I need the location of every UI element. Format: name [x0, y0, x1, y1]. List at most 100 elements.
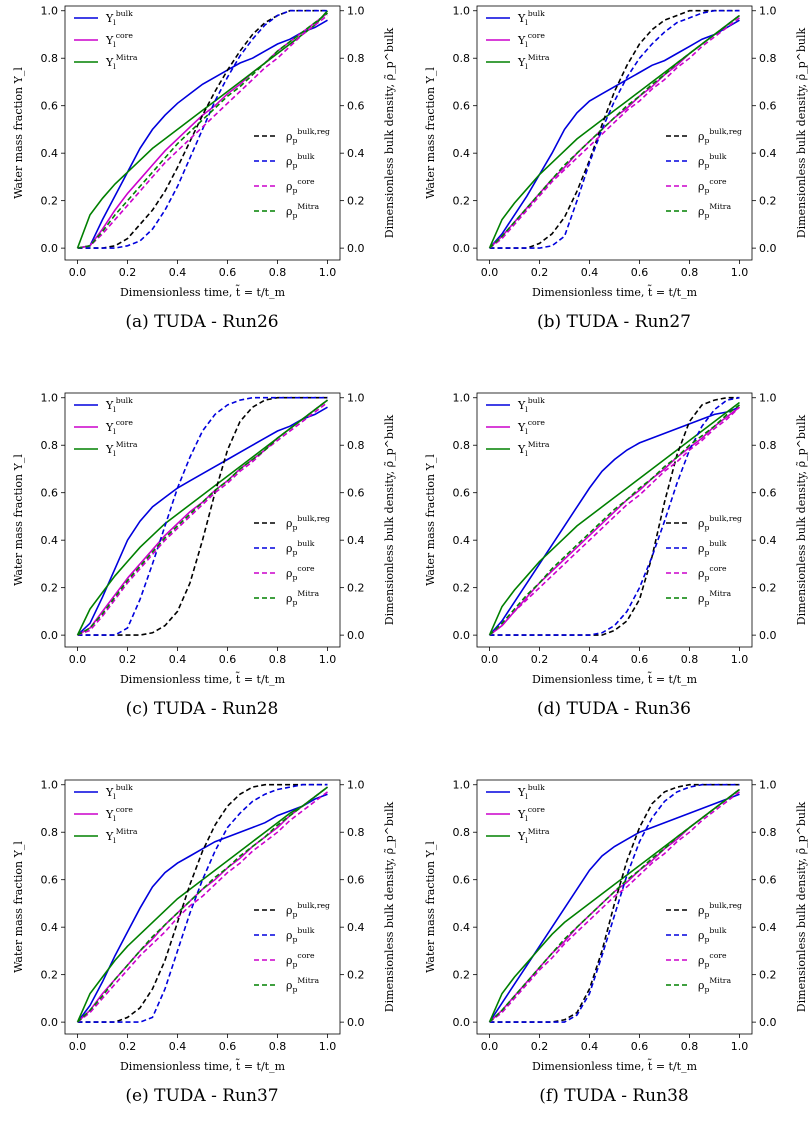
legend-left-label: Ylbulk: [105, 783, 133, 801]
y2-tick-label: 0.4: [759, 921, 777, 934]
plot-frame: [476, 5, 753, 261]
legend-left-label: YlMitra: [517, 53, 550, 71]
x-tick-label: 0.0: [481, 1040, 499, 1053]
legend-right-label: ρpcore: [698, 951, 727, 969]
x-tick-label: 1.0: [731, 653, 749, 666]
y-tick-label: 0.4: [453, 147, 471, 160]
y2-tick-label: 1.0: [759, 5, 777, 18]
y-tick-label: 0.6: [453, 100, 471, 113]
legend-left-label: Ylcore: [517, 31, 545, 49]
y2-tick-label: 0.4: [759, 534, 777, 547]
y-tick-label: 1.0: [453, 779, 471, 792]
legend-left-label: Ylcore: [105, 805, 133, 823]
x-tick-label: 1.0: [731, 1040, 749, 1053]
x-tick-label: 0.4: [169, 266, 187, 279]
series-line-y-l-mitra: [76, 10, 329, 249]
y-tick-label: 0.0: [453, 629, 471, 642]
series-line-p-core: [77, 14, 328, 249]
panel-caption: (b) TUDA - Run27: [536, 312, 691, 332]
x-tick-label: 0.2: [531, 1040, 549, 1053]
y-tick-label: 0.2: [453, 969, 471, 982]
x-tick-label: 0.8: [681, 266, 699, 279]
y-tick-label: 0.8: [41, 439, 59, 452]
series-line-p-bulk: [489, 783, 740, 1023]
x-axis-label: Dimensionless time, t̃ = t/t_m: [532, 285, 698, 299]
series-line-p-core: [77, 791, 328, 1023]
legend-left-label: Ylbulk: [517, 396, 545, 414]
y-axis-label: Water mass fraction Y_l: [12, 841, 25, 973]
x-tick-label: 0.2: [531, 653, 549, 666]
plot-frame: [64, 779, 341, 1035]
series-line-p-mitra: [77, 399, 328, 636]
y2-tick-label: 0.4: [347, 534, 365, 547]
chart-svg: 0.0 0.2 0.4 0.6 0.8 1.0 0.0 0.2 0.4 0.6 0.8 1.0 0.0 0…: [424, 392, 808, 686]
chart-svg: 0.0 0.2 0.4 0.6 0.8 1.0 0.0 0.2 0.4 0.6 0.8 1.0 0.0 0…: [12, 392, 396, 686]
legend-right-label: ρpbulk: [698, 152, 727, 170]
legend-left-label: Ylcore: [517, 418, 545, 436]
plot-frame: [476, 392, 753, 648]
y-tick-label: 1.0: [41, 392, 59, 405]
y2-tick-label: 0.4: [347, 921, 365, 934]
legend-right-label: ρpMitra: [286, 202, 319, 220]
y2-axis-label: Dimensionless bulk density, ρ̃_p^bulk: [383, 801, 396, 1012]
series-line-p-bulk: [77, 783, 328, 1023]
x-tick-label: 0.4: [581, 266, 599, 279]
y2-tick-label: 0.8: [759, 826, 777, 839]
series-line-p-bulk-reg: [77, 9, 328, 249]
legend-left-label: YlMitra: [105, 53, 138, 71]
series-line-y-l-bulk: [76, 793, 328, 1023]
series-line-p-bulk-reg: [77, 783, 328, 1023]
x-tick-label: 0.8: [269, 1040, 287, 1053]
legend-right-label: ρpbulk,reg: [698, 127, 742, 145]
y2-tick-label: 0.6: [347, 874, 365, 887]
x-tick-label: 1.0: [319, 653, 337, 666]
y2-tick-label: 0.8: [347, 52, 365, 65]
legend-right-label: ρpbulk,reg: [698, 514, 742, 532]
legend-left-label: YlMitra: [517, 440, 550, 458]
legend-left-label: YlMitra: [105, 827, 138, 845]
y2-tick-label: 0.6: [759, 874, 777, 887]
y-tick-label: 0.6: [41, 100, 59, 113]
legend-right-label: ρpbulk,reg: [286, 514, 330, 532]
panel-caption: (f) TUDA - Run38: [539, 1086, 689, 1106]
panel-caption: (c) TUDA - Run28: [125, 699, 279, 719]
y-tick-label: 0.0: [41, 1016, 59, 1029]
x-tick-label: 0.6: [631, 653, 649, 666]
y-tick-label: 0.2: [41, 582, 59, 595]
legend-right-label: ρpMitra: [286, 589, 319, 607]
series-line-y-l-bulk: [77, 19, 328, 249]
x-tick-label: 0.6: [219, 266, 237, 279]
y2-tick-label: 0.2: [347, 195, 365, 208]
y-tick-label: 1.0: [453, 5, 471, 18]
legend-right-label: ρpcore: [286, 177, 315, 195]
y2-tick-label: 0.6: [347, 487, 365, 500]
y2-tick-label: 0.4: [759, 147, 777, 160]
y-tick-label: 1.0: [453, 392, 471, 405]
y-axis-label: Water mass fraction Y_l: [424, 454, 437, 586]
y-tick-label: 0.0: [41, 242, 59, 255]
y-tick-label: 0.4: [453, 534, 471, 547]
y2-tick-label: 0.2: [759, 582, 777, 595]
y-tick-label: 0.6: [453, 874, 471, 887]
legend-right-label: ρpbulk: [698, 539, 727, 557]
legend-right-label: ρpcore: [286, 564, 315, 582]
y2-tick-label: 0.0: [759, 629, 777, 642]
series-line-p-mitra: [488, 14, 740, 249]
legend-left-label: Ylcore: [105, 418, 133, 436]
chart-panel: 0.0 0.2 0.4 0.6 0.8 1.0 0.0 0.2 0.4 0.6 0.8 1.0 0.0 0…: [0, 0, 404, 373]
series-line-y-l-bulk: [488, 406, 740, 636]
y2-tick-label: 1.0: [347, 779, 365, 792]
plot-frame: [64, 5, 341, 261]
legend-right-label: ρpMitra: [698, 202, 731, 220]
y2-tick-label: 0.6: [347, 100, 365, 113]
y2-tick-label: 1.0: [347, 392, 365, 405]
legend-right-label: ρpbulk,reg: [698, 901, 742, 919]
x-tick-label: 0.4: [581, 1040, 599, 1053]
y2-axis-label: Dimensionless bulk density, ρ̃_p^bulk: [795, 414, 808, 625]
y-tick-label: 0.6: [41, 874, 59, 887]
chart-panel: 0.0 0.2 0.4 0.6 0.8 1.0 0.0 0.2 0.4 0.6 0.8 1.0 0.0 0…: [0, 387, 404, 760]
series-line-y-l-core: [77, 12, 328, 249]
y-tick-label: 0.4: [41, 534, 59, 547]
y-tick-label: 0.2: [41, 195, 59, 208]
series-line-y-l-bulk: [488, 19, 740, 249]
